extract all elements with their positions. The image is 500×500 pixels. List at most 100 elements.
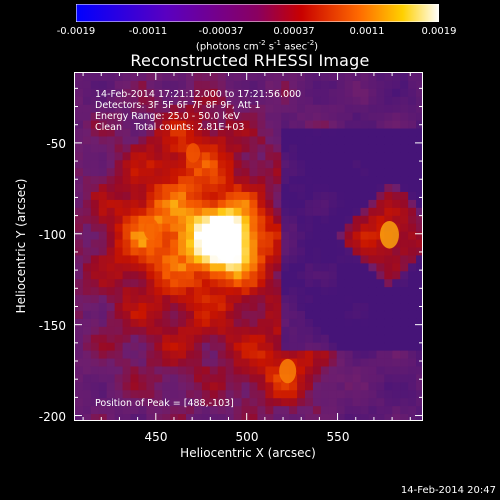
heatmap-cell bbox=[75, 136, 84, 145]
heatmap-cell bbox=[336, 303, 346, 312]
heatmap-cell bbox=[305, 255, 314, 264]
heatmap-cell bbox=[320, 303, 330, 312]
heatmap-cell bbox=[297, 247, 306, 257]
heatmap-cell bbox=[146, 287, 155, 296]
heatmap-cell bbox=[352, 279, 362, 288]
heatmap-cell bbox=[344, 295, 354, 304]
heatmap-cell bbox=[368, 112, 378, 122]
heatmap-cell bbox=[98, 414, 108, 420]
heatmap-cell bbox=[265, 398, 274, 407]
heatmap-cell bbox=[368, 136, 378, 145]
heatmap-cell bbox=[297, 239, 306, 249]
heatmap-cell bbox=[320, 215, 330, 225]
heatmap-cell bbox=[376, 358, 385, 368]
heatmap-cell bbox=[146, 120, 155, 130]
heatmap-cell bbox=[225, 88, 235, 98]
heatmap-cell bbox=[75, 390, 84, 399]
heatmap-cell bbox=[265, 326, 274, 336]
heatmap-cell bbox=[241, 358, 251, 368]
heatmap-cell bbox=[297, 184, 306, 193]
heatmap-cell bbox=[408, 310, 417, 320]
heatmap-cell bbox=[114, 366, 124, 376]
heatmap-cell bbox=[368, 271, 378, 280]
heatmap-cell bbox=[312, 120, 322, 130]
heatmap-cell bbox=[225, 279, 235, 288]
heatmap-cell bbox=[186, 374, 195, 383]
heatmap-cell bbox=[408, 136, 417, 145]
heatmap-cell bbox=[130, 120, 140, 130]
heatmap-cell bbox=[201, 326, 211, 336]
heatmap-cell bbox=[320, 160, 330, 169]
heatmap-cell bbox=[384, 263, 393, 272]
heatmap-cell bbox=[82, 382, 92, 391]
heatmap-cell bbox=[249, 184, 259, 193]
heatmap-cell bbox=[90, 342, 100, 352]
heatmap-cell bbox=[249, 414, 259, 420]
heatmap-cell bbox=[114, 382, 124, 391]
heatmap-cell bbox=[265, 247, 274, 257]
heatmap-cell bbox=[352, 96, 362, 106]
heatmap-cell bbox=[336, 191, 346, 201]
heatmap-cell bbox=[130, 88, 140, 98]
heatmap-cell bbox=[138, 406, 147, 415]
heatmap-cell bbox=[122, 160, 132, 169]
heatmap-cell bbox=[122, 168, 132, 177]
heatmap-cell bbox=[376, 112, 385, 122]
heatmap-cell bbox=[138, 160, 147, 169]
heatmap-cell bbox=[265, 382, 274, 391]
heatmap-cell bbox=[328, 247, 338, 257]
heatmap-cell bbox=[312, 199, 322, 209]
heatmap-cell bbox=[328, 144, 338, 153]
heatmap-cell bbox=[146, 303, 155, 312]
heatmap-cell bbox=[273, 168, 282, 177]
heatmap-cell bbox=[241, 390, 251, 399]
heatmap-cell bbox=[241, 104, 251, 114]
heatmap-cell bbox=[122, 104, 132, 114]
heatmap-cell bbox=[297, 207, 306, 217]
heatmap-cell bbox=[106, 279, 116, 288]
heatmap-cell bbox=[146, 358, 155, 368]
heatmap-cell bbox=[162, 350, 171, 360]
heatmap-cell bbox=[241, 207, 251, 217]
heatmap-cell bbox=[408, 366, 417, 376]
heatmap-cell bbox=[217, 144, 227, 153]
heatmap-cell bbox=[320, 382, 330, 391]
heatmap-cell bbox=[209, 144, 219, 153]
heatmap-cell bbox=[146, 350, 155, 360]
heatmap-cell bbox=[312, 295, 322, 304]
heatmap-cell bbox=[114, 199, 124, 209]
heatmap-cell bbox=[90, 176, 100, 185]
heatmap-cell bbox=[130, 104, 140, 114]
heatmap-cell bbox=[273, 176, 282, 185]
heatmap-cell bbox=[122, 80, 132, 90]
heatmap-cell bbox=[193, 318, 203, 328]
heatmap-cell bbox=[376, 287, 385, 296]
heatmap-cell bbox=[289, 326, 298, 336]
heatmap-cell bbox=[336, 342, 346, 352]
heatmap-cell bbox=[162, 342, 171, 352]
heatmap-cell bbox=[130, 96, 140, 106]
heatmap-cell bbox=[376, 374, 385, 383]
heatmap-cell bbox=[209, 318, 219, 328]
heatmap-cell bbox=[146, 168, 155, 177]
heatmap-cell bbox=[352, 176, 362, 185]
heatmap-cell bbox=[328, 176, 338, 185]
heatmap-cell bbox=[114, 342, 124, 352]
heatmap-cell bbox=[90, 390, 100, 399]
heatmap-cell bbox=[305, 271, 314, 280]
heatmap-cell bbox=[130, 350, 140, 360]
heatmap-cell bbox=[114, 239, 124, 249]
heatmap-cell bbox=[209, 128, 219, 138]
heatmap-cell bbox=[352, 318, 362, 328]
heatmap-cell bbox=[344, 112, 354, 122]
heatmap-cell bbox=[336, 366, 346, 376]
heatmap-cell bbox=[106, 152, 116, 161]
heatmap-cell bbox=[225, 80, 235, 90]
heatmap-cell bbox=[297, 271, 306, 280]
heatmap-cell bbox=[233, 104, 243, 114]
heatmap-cell bbox=[320, 263, 330, 272]
heatmap-cell bbox=[384, 287, 393, 296]
x-tick-label: 550 bbox=[326, 430, 350, 444]
heatmap-cell bbox=[392, 287, 401, 296]
heatmap-cell bbox=[265, 366, 274, 376]
